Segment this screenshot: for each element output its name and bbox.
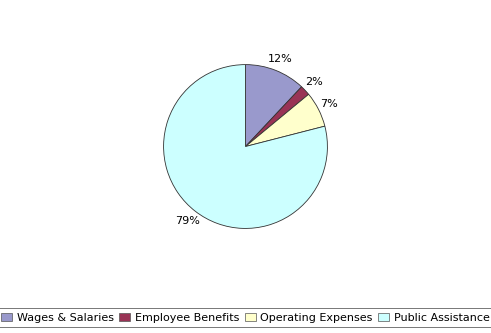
Wedge shape [246,65,301,147]
Wedge shape [246,94,325,147]
Text: 2%: 2% [305,77,323,87]
Text: 79%: 79% [175,216,200,226]
Text: 7%: 7% [321,99,338,109]
Wedge shape [246,87,309,147]
Text: 12%: 12% [268,54,293,64]
Legend: Wages & Salaries, Employee Benefits, Operating Expenses, Public Assistance: Wages & Salaries, Employee Benefits, Ope… [0,308,491,327]
Wedge shape [164,65,327,228]
